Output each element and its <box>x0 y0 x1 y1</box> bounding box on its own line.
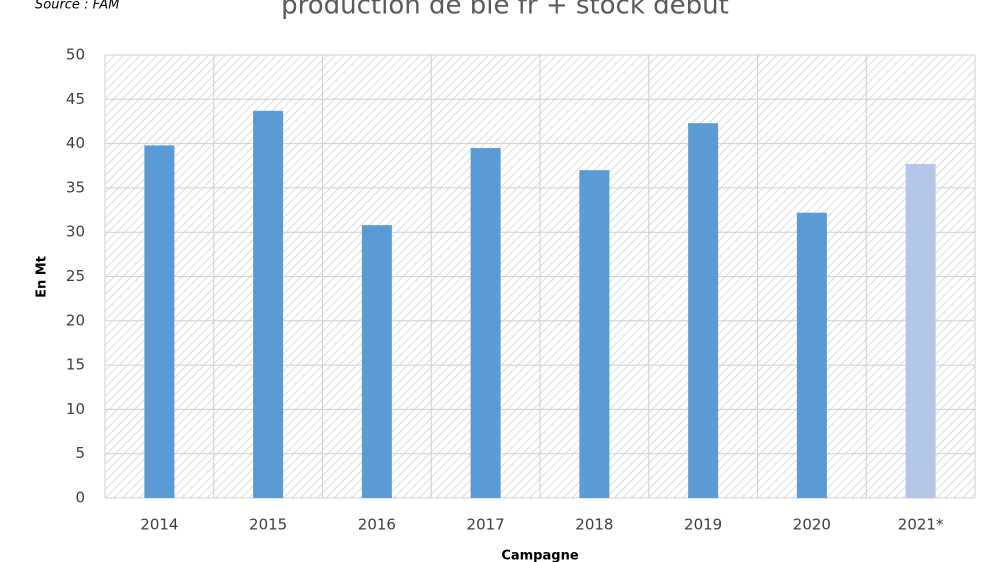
bar <box>361 225 392 498</box>
source: Source : FAM <box>35 0 119 13</box>
x-tick-label: 2019 <box>684 516 722 534</box>
bar <box>579 170 610 498</box>
y-tick-label: 30 <box>66 223 85 241</box>
bar <box>905 163 936 498</box>
y-tick-label: 50 <box>66 46 85 64</box>
x-tick-label: 2014 <box>140 516 178 534</box>
x-tick-label: 2018 <box>575 516 613 534</box>
bar <box>688 123 719 499</box>
y-tick-label: 20 <box>66 311 85 329</box>
x-tick-label: 2020 <box>793 516 831 534</box>
x-tick-label: 2015 <box>249 516 287 534</box>
bar <box>253 110 284 499</box>
x-tick-label: 2021* <box>898 516 944 534</box>
bar <box>470 148 501 498</box>
y-axis-label: En Mt <box>35 256 50 298</box>
x-tick-label: 2017 <box>467 516 505 534</box>
y-tick-label: 0 <box>75 489 85 507</box>
y-tick-label: 35 <box>66 178 85 196</box>
y-tick-label: 25 <box>66 267 85 285</box>
chart-title: production de blé fr + stock début <box>281 0 729 21</box>
y-tick-label: 45 <box>66 90 85 108</box>
bar <box>796 212 827 498</box>
y-tick-label: 10 <box>66 400 85 418</box>
x-tick-label: 2016 <box>358 516 396 534</box>
bar <box>144 145 175 498</box>
x-axis-label: Campagne <box>501 549 578 562</box>
y-tick-label: 40 <box>66 134 85 152</box>
y-tick-label: 15 <box>66 356 85 374</box>
y-tick-label: 5 <box>75 444 85 462</box>
